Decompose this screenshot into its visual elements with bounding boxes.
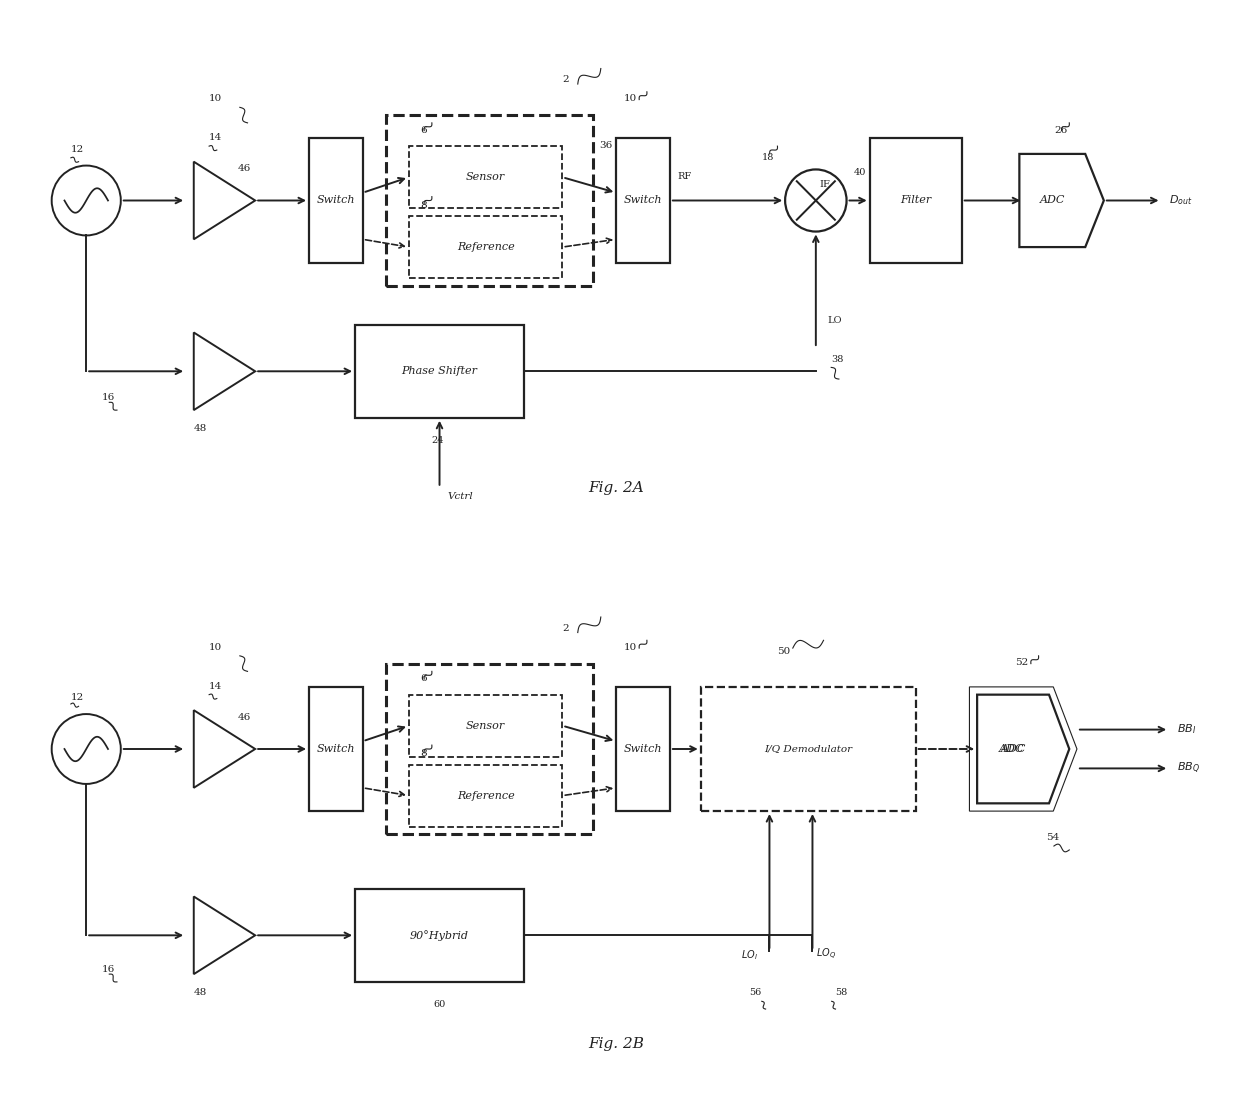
Text: 52: 52 <box>1016 658 1029 667</box>
Text: 16: 16 <box>102 394 115 403</box>
Text: ADC: ADC <box>1039 195 1065 205</box>
Text: $LO_I$: $LO_I$ <box>742 949 758 962</box>
Bar <box>616 138 670 262</box>
Bar <box>409 146 563 208</box>
Text: LO: LO <box>827 316 842 325</box>
Text: Phase Shifter: Phase Shifter <box>402 366 477 376</box>
Text: Reference: Reference <box>456 791 515 801</box>
Bar <box>355 889 525 982</box>
Text: 36: 36 <box>599 142 613 150</box>
Bar <box>701 687 915 811</box>
Text: 10: 10 <box>624 94 637 103</box>
Text: 12: 12 <box>71 693 84 702</box>
Text: Reference: Reference <box>456 242 515 252</box>
Text: 10: 10 <box>210 643 222 652</box>
Bar <box>409 765 563 827</box>
Bar <box>386 115 593 286</box>
Text: Vctrl: Vctrl <box>448 491 472 500</box>
Text: Filter: Filter <box>900 195 931 205</box>
Text: 48: 48 <box>193 425 207 433</box>
Text: 8: 8 <box>420 201 427 210</box>
Text: Switch: Switch <box>316 195 355 205</box>
Text: 90°Hybrid: 90°Hybrid <box>410 930 469 941</box>
Text: 48: 48 <box>193 988 207 997</box>
Text: Switch: Switch <box>624 744 662 754</box>
Text: 14: 14 <box>210 133 222 143</box>
Text: 14: 14 <box>210 681 222 691</box>
Text: $D_{out}$: $D_{out}$ <box>1169 193 1193 207</box>
Text: RF: RF <box>677 172 692 181</box>
Text: IF: IF <box>820 180 831 189</box>
Text: 18: 18 <box>763 152 775 161</box>
Text: 58: 58 <box>836 988 848 997</box>
Text: 6: 6 <box>420 125 427 135</box>
Text: 16: 16 <box>102 965 115 974</box>
Bar <box>616 687 670 811</box>
Text: ADC: ADC <box>998 744 1024 754</box>
Text: 24: 24 <box>432 436 444 445</box>
Text: $LO_Q$: $LO_Q$ <box>816 948 837 962</box>
Text: 10: 10 <box>624 643 637 652</box>
Text: Switch: Switch <box>624 195 662 205</box>
Text: 46: 46 <box>238 165 252 173</box>
Text: ADC: ADC <box>1001 744 1025 754</box>
Text: 38: 38 <box>831 354 843 363</box>
Text: 26: 26 <box>1054 125 1068 135</box>
Text: Sensor: Sensor <box>466 721 505 731</box>
Text: Sensor: Sensor <box>466 172 505 182</box>
Bar <box>386 664 593 835</box>
Bar <box>869 138 962 262</box>
Text: I/Q Demodulator: I/Q Demodulator <box>764 745 852 754</box>
Text: Switch: Switch <box>316 744 355 754</box>
Text: 12: 12 <box>71 145 84 154</box>
Bar <box>409 694 563 757</box>
Text: 40: 40 <box>854 168 867 178</box>
Text: 60: 60 <box>434 1000 445 1009</box>
Bar <box>309 687 363 811</box>
Text: 54: 54 <box>1047 833 1059 842</box>
Text: $BB_I$: $BB_I$ <box>1177 723 1197 736</box>
Text: 2: 2 <box>563 623 569 633</box>
Text: Fig. 2B: Fig. 2B <box>588 1037 644 1051</box>
Bar <box>309 138 363 262</box>
Text: 10: 10 <box>210 94 222 103</box>
Bar <box>355 325 525 418</box>
Text: 8: 8 <box>420 749 427 758</box>
Text: 2: 2 <box>563 75 569 84</box>
Text: 6: 6 <box>420 674 427 683</box>
Text: 50: 50 <box>777 647 791 656</box>
Text: $BB_Q$: $BB_Q$ <box>1177 761 1200 776</box>
Text: 46: 46 <box>238 713 252 722</box>
Bar <box>409 216 563 279</box>
Text: Fig. 2A: Fig. 2A <box>588 480 644 495</box>
Text: 56: 56 <box>749 988 761 997</box>
